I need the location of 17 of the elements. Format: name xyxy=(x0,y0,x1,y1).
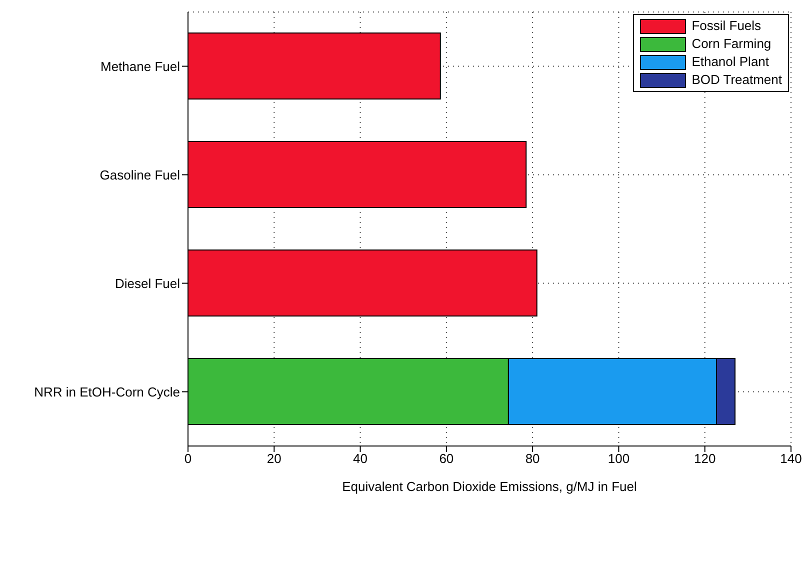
x-tick-label: 80 xyxy=(525,451,540,466)
y-tick-label: NRR in EtOH-Corn Cycle xyxy=(34,384,180,400)
y-tick-label: Diesel Fuel xyxy=(114,276,180,291)
x-tick-label: 100 xyxy=(608,451,630,466)
x-tick-label: 140 xyxy=(780,451,802,466)
x-axis-title: Equivalent Carbon Dioxide Emissions, g/MJ in Fuel xyxy=(342,479,638,494)
x-tick-label: 40 xyxy=(353,451,368,466)
legend-label: Corn Farming xyxy=(692,35,772,53)
x-tick-label: 0 xyxy=(184,451,192,466)
legend-label: Ethanol Plant xyxy=(692,53,770,71)
x-tick-label: 20 xyxy=(266,451,282,466)
y-tick-label: Methane Fuel xyxy=(100,58,180,74)
y-tick-label: Gasoline Fuel xyxy=(100,167,180,182)
legend-label: Fossil Fuels xyxy=(692,17,762,35)
x-tick-label: 60 xyxy=(439,451,454,466)
x-tick-label: 120 xyxy=(694,451,716,466)
legend-label: BOD Treatment xyxy=(692,71,782,89)
